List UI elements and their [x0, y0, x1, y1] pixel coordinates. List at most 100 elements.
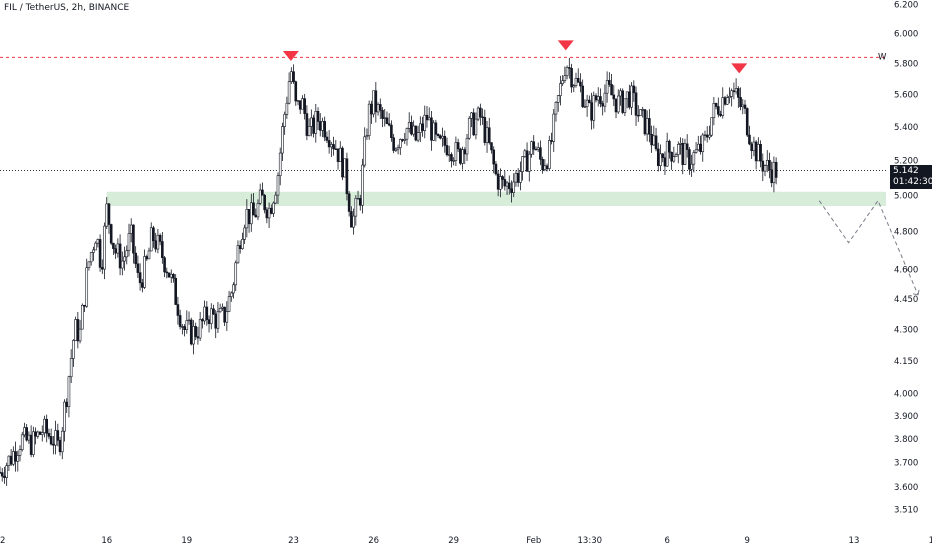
- candle-body: [49, 436, 53, 445]
- candle-body: [167, 272, 171, 278]
- candle-body: [641, 109, 645, 111]
- candle-body: [396, 147, 400, 150]
- y-tick-label: 5.400: [894, 123, 918, 133]
- candle-body: [196, 336, 200, 339]
- x-tick-label: 16: [101, 536, 112, 546]
- candle-body: [748, 134, 751, 145]
- candle-body: [399, 139, 402, 148]
- candle-body: [728, 96, 731, 99]
- candle-body: [603, 92, 607, 107]
- candle-body: [207, 319, 211, 324]
- y-tick-label: 4.800: [894, 228, 918, 238]
- y-tick-label: 3.800: [894, 435, 918, 445]
- candle-body: [65, 401, 69, 408]
- candle-body: [216, 311, 220, 329]
- candle-body: [374, 90, 378, 113]
- candle-body: [281, 126, 284, 154]
- candle-body: [676, 144, 680, 155]
- candle-body: [129, 224, 133, 234]
- candle-body: [14, 451, 17, 462]
- candle-body: [236, 245, 240, 264]
- y-tick-label: 6.000: [894, 29, 918, 39]
- x-tick-label: 26: [368, 536, 379, 546]
- candle-body: [594, 95, 598, 101]
- candle-body: [343, 158, 347, 178]
- candle-body: [67, 376, 71, 408]
- y-tick-label: 5.600: [894, 91, 918, 101]
- candle-body: [761, 160, 765, 172]
- candle-body: [774, 161, 778, 178]
- projection-arrowhead: [912, 289, 920, 296]
- candle-body: [550, 140, 553, 142]
- candle-body: [445, 145, 449, 156]
- candle-body: [3, 475, 6, 478]
- down-triangle-icon: [282, 51, 299, 62]
- candle-body: [350, 211, 353, 228]
- candle-body: [89, 252, 93, 263]
- candle-body: [198, 319, 202, 339]
- candle-body: [565, 67, 569, 77]
- candle-body: [679, 143, 682, 145]
- candle-body: [692, 152, 696, 165]
- candle-body: [250, 202, 253, 225]
- candle-body: [501, 176, 504, 180]
- candle-body: [314, 111, 318, 134]
- candle-body: [187, 319, 191, 322]
- candle-body: [241, 239, 244, 249]
- candle-body: [58, 439, 62, 453]
- candle-body: [80, 304, 84, 330]
- candle-body: [323, 121, 326, 138]
- candle-body: [294, 81, 298, 102]
- candle-body: [656, 148, 660, 166]
- y-tick-label: 4.000: [894, 389, 918, 399]
- candle-body: [456, 142, 460, 150]
- candle-body: [632, 85, 636, 94]
- candle-body: [434, 122, 438, 135]
- candle-body: [476, 107, 480, 120]
- candle-body: [554, 102, 558, 115]
- candle-body: [52, 443, 55, 446]
- candle-body: [407, 122, 411, 129]
- candle-body: [670, 151, 673, 162]
- candle-body: [490, 142, 493, 151]
- candle-body: [763, 165, 767, 172]
- candle-body: [352, 215, 355, 228]
- candle-body: [218, 308, 222, 313]
- candle-body: [114, 248, 117, 254]
- candle-body: [650, 133, 653, 146]
- candle-body: [570, 67, 573, 88]
- candle-body: [258, 189, 262, 204]
- candle-body: [16, 455, 20, 462]
- support-zone: [106, 191, 886, 207]
- x-tick-label: 16: [929, 536, 932, 546]
- x-tick-label: 19: [181, 536, 192, 546]
- candle-body: [0, 472, 2, 474]
- candle-body: [721, 97, 725, 116]
- candle-body: [47, 433, 51, 437]
- candle-body: [414, 125, 418, 141]
- candle-body: [372, 90, 375, 115]
- candle-body: [519, 171, 522, 183]
- candle-body: [23, 427, 26, 436]
- candle-body: [252, 202, 255, 216]
- candle-body: [605, 80, 609, 94]
- candle-body: [717, 106, 720, 115]
- candle-body: [318, 121, 322, 131]
- y-tick-label: 3.700: [894, 459, 918, 469]
- candle-body: [205, 306, 209, 320]
- candle-body: [172, 273, 175, 279]
- y-tick-label: 4.450: [894, 295, 918, 305]
- candle-body: [141, 282, 144, 288]
- candle-body: [525, 150, 529, 172]
- candle-body: [459, 148, 462, 164]
- candle-body: [596, 96, 600, 101]
- candle-body: [643, 109, 647, 135]
- candle-body: [112, 242, 115, 249]
- candle-body: [516, 173, 520, 183]
- candle-body: [221, 306, 224, 309]
- candle-body: [416, 132, 420, 141]
- candle-body: [479, 107, 482, 118]
- candle-body: [419, 123, 422, 133]
